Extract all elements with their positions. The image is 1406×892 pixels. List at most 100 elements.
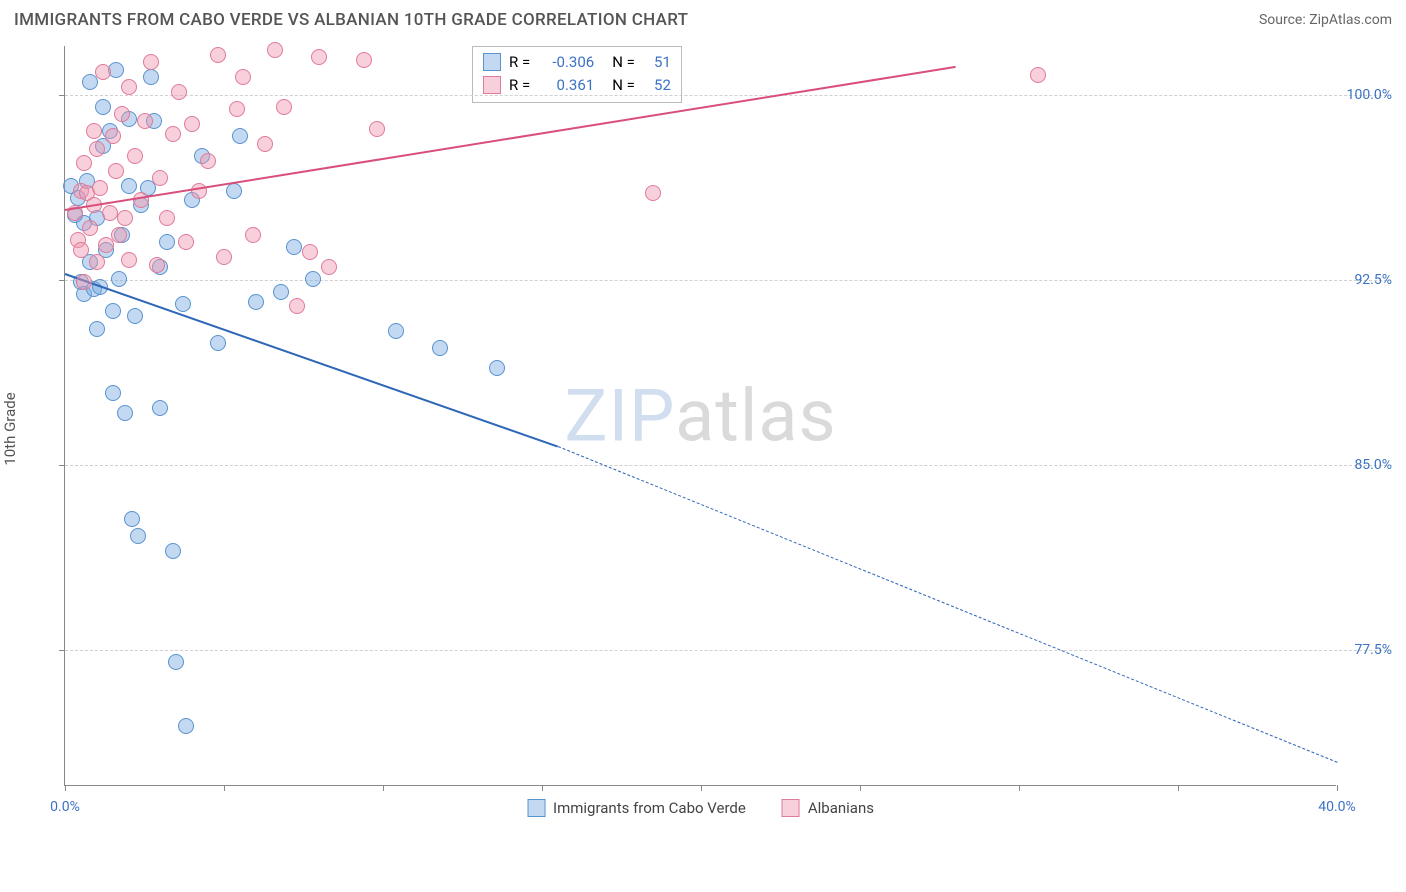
scatter-point-albanians [216, 249, 232, 265]
scatter-point-albanians [137, 113, 153, 129]
scatter-point-albanians [178, 234, 194, 250]
scatter-point-albanians [89, 254, 105, 270]
scatter-point-cabo_verde [95, 99, 111, 115]
scatter-point-cabo_verde [130, 528, 146, 544]
x-tick-label: 40.0% [1318, 799, 1356, 815]
scatter-point-albanians [245, 227, 261, 243]
scatter-point-albanians [229, 101, 245, 117]
scatter-point-albanians [89, 141, 105, 157]
scatter-point-cabo_verde [286, 239, 302, 255]
scatter-point-albanians [321, 259, 337, 275]
x-tick-mark [1019, 785, 1020, 791]
scatter-point-cabo_verde [165, 543, 181, 559]
y-axis-label: 10th Grade [1, 392, 19, 465]
y-tick-mark [59, 465, 65, 466]
legend-bottom-item-cabo_verde: Immigrants from Cabo Verde [527, 799, 746, 817]
scatter-point-albanians [191, 183, 207, 199]
source-attribution: Source: ZipAtlas.com [1259, 12, 1392, 28]
legend-n-value: 51 [643, 51, 671, 74]
scatter-point-albanians [152, 170, 168, 186]
chart-container: ZIPatlas R = -0.306 N = 51R = 0.361 N = 52 Imm… [46, 46, 1392, 826]
scatter-point-albanians [108, 163, 124, 179]
scatter-point-albanians [165, 126, 181, 142]
legend-r-label: R = [509, 74, 530, 97]
scatter-point-albanians [149, 257, 165, 273]
x-tick-mark [383, 785, 384, 791]
scatter-point-cabo_verde [178, 718, 194, 734]
legend-row-albanians: R = 0.361 N = 52 [483, 74, 671, 97]
y-tick-mark [59, 650, 65, 651]
scatter-point-albanians [92, 180, 108, 196]
trend-line [65, 273, 559, 448]
plot-area: ZIPatlas R =-0.306N =51R =0.361N =52 Imm… [64, 46, 1336, 786]
legend-r-value: 0.361 [538, 74, 594, 97]
scatter-point-cabo_verde [105, 303, 121, 319]
gridline-h [65, 95, 1387, 96]
scatter-point-albanians [73, 242, 89, 258]
legend-swatch [483, 76, 501, 94]
scatter-point-albanians [121, 79, 137, 95]
y-tick-label: 85.0% [1354, 457, 1392, 473]
scatter-point-cabo_verde [168, 654, 184, 670]
scatter-point-albanians [82, 220, 98, 236]
x-tick-mark [1337, 785, 1338, 791]
trend-line [558, 446, 1337, 763]
y-tick-label: 100.0% [1347, 87, 1392, 103]
scatter-point-cabo_verde [210, 335, 226, 351]
x-tick-mark [860, 785, 861, 791]
scatter-point-cabo_verde [117, 405, 133, 421]
scatter-point-albanians [117, 210, 133, 226]
scatter-point-albanians [200, 153, 216, 169]
scatter-point-cabo_verde [121, 178, 137, 194]
legend-row-cabo_verde: R =-0.306N =51 [483, 51, 671, 74]
scatter-point-albanians [257, 136, 273, 152]
legend-swatch [483, 53, 501, 71]
watermark: ZIPatlas [564, 373, 836, 458]
scatter-point-albanians [143, 54, 159, 70]
scatter-point-cabo_verde [226, 183, 242, 199]
scatter-point-albanians [184, 116, 200, 132]
y-tick-label: 92.5% [1354, 272, 1392, 288]
scatter-point-albanians [159, 210, 175, 226]
gridline-h [65, 650, 1387, 651]
scatter-point-cabo_verde [127, 308, 143, 324]
scatter-point-albanians [95, 64, 111, 80]
scatter-point-albanians [127, 148, 143, 164]
x-tick-label: 0.0% [50, 799, 80, 815]
scatter-point-albanians [76, 155, 92, 171]
scatter-point-cabo_verde [273, 284, 289, 300]
scatter-point-cabo_verde [432, 340, 448, 356]
scatter-point-cabo_verde [152, 400, 168, 416]
scatter-point-albanians [86, 123, 102, 139]
scatter-point-albanians [311, 49, 327, 65]
y-tick-mark [59, 95, 65, 96]
scatter-point-cabo_verde [159, 234, 175, 250]
legend-r-value: -0.306 [538, 51, 594, 74]
scatter-point-albanians [105, 128, 121, 144]
scatter-point-cabo_verde [305, 271, 321, 287]
scatter-point-albanians [102, 205, 118, 221]
scatter-point-cabo_verde [124, 511, 140, 527]
x-tick-mark [542, 785, 543, 791]
scatter-point-albanians [645, 185, 661, 201]
scatter-point-cabo_verde [175, 296, 191, 312]
x-tick-mark [701, 785, 702, 791]
chart-title: IMMIGRANTS FROM CABO VERDE VS ALBANIAN 1… [14, 10, 688, 30]
scatter-point-albanians [114, 106, 130, 122]
scatter-point-albanians [111, 227, 127, 243]
scatter-point-albanians [235, 69, 251, 85]
legend-n-value: 52 [643, 74, 671, 97]
gridline-h [65, 280, 1387, 281]
scatter-point-cabo_verde [111, 271, 127, 287]
scatter-point-albanians [369, 121, 385, 137]
scatter-point-albanians [210, 47, 226, 63]
legend-n-label: N = [612, 74, 635, 97]
y-tick-mark [59, 280, 65, 281]
legend-r-label: R = [509, 51, 530, 74]
scatter-point-albanians [1030, 67, 1046, 83]
legend-bottom-item-albanians: Albanians [782, 799, 874, 817]
scatter-point-albanians [76, 274, 92, 290]
legend-swatch [527, 799, 545, 817]
scatter-point-cabo_verde [248, 294, 264, 310]
legend-swatch [782, 799, 800, 817]
